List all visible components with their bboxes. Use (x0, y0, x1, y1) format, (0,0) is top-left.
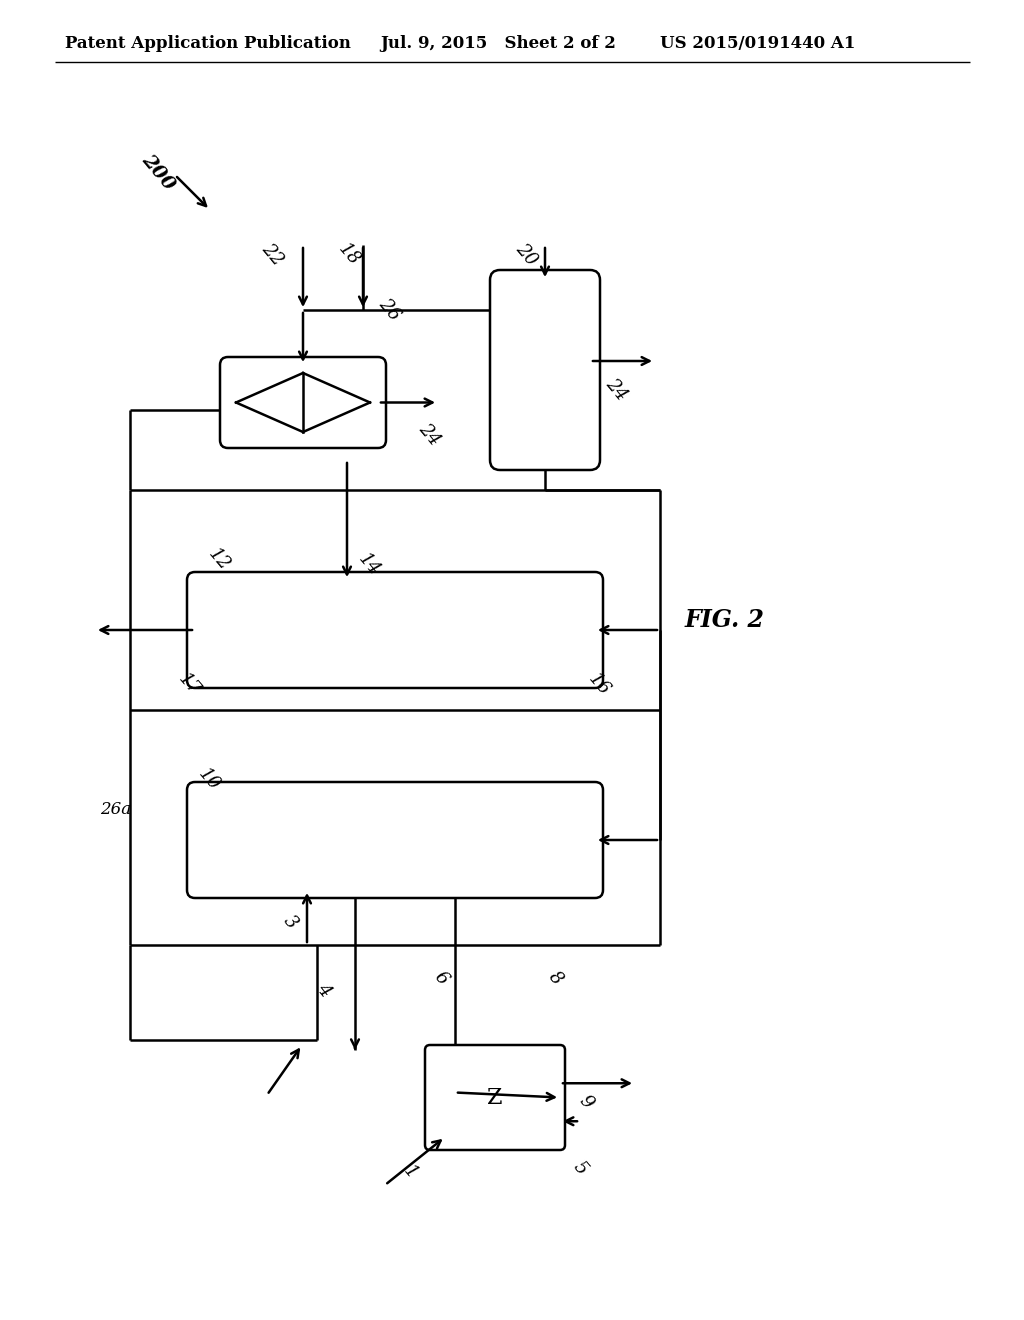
Text: Jul. 9, 2015   Sheet 2 of 2: Jul. 9, 2015 Sheet 2 of 2 (380, 36, 615, 53)
Text: Patent Application Publication: Patent Application Publication (65, 36, 351, 53)
FancyBboxPatch shape (220, 356, 386, 447)
Text: 3: 3 (280, 912, 301, 932)
Text: FIG. 2: FIG. 2 (685, 609, 765, 632)
FancyBboxPatch shape (425, 1045, 565, 1150)
Text: 26a: 26a (100, 801, 131, 818)
Text: 24: 24 (602, 375, 631, 405)
Text: 10: 10 (195, 766, 223, 795)
FancyBboxPatch shape (187, 572, 603, 688)
Text: 18: 18 (335, 240, 364, 269)
Text: 20: 20 (512, 240, 541, 269)
Text: 14: 14 (355, 550, 384, 579)
FancyBboxPatch shape (187, 781, 603, 898)
Text: 26: 26 (375, 296, 403, 325)
Text: 16: 16 (585, 671, 613, 700)
Text: 22: 22 (258, 240, 287, 269)
Text: 8: 8 (545, 968, 566, 989)
Text: Z: Z (487, 1086, 503, 1109)
Text: 6: 6 (430, 968, 452, 989)
Text: 4: 4 (313, 979, 334, 1001)
Text: 17: 17 (175, 671, 204, 700)
Text: 12: 12 (205, 545, 233, 574)
Text: 24: 24 (415, 420, 443, 450)
Text: 5: 5 (570, 1158, 591, 1179)
Text: 200: 200 (138, 150, 178, 194)
Text: 1: 1 (400, 1162, 421, 1183)
Text: US 2015/0191440 A1: US 2015/0191440 A1 (660, 36, 855, 53)
FancyBboxPatch shape (490, 271, 600, 470)
Text: 9: 9 (575, 1092, 596, 1113)
